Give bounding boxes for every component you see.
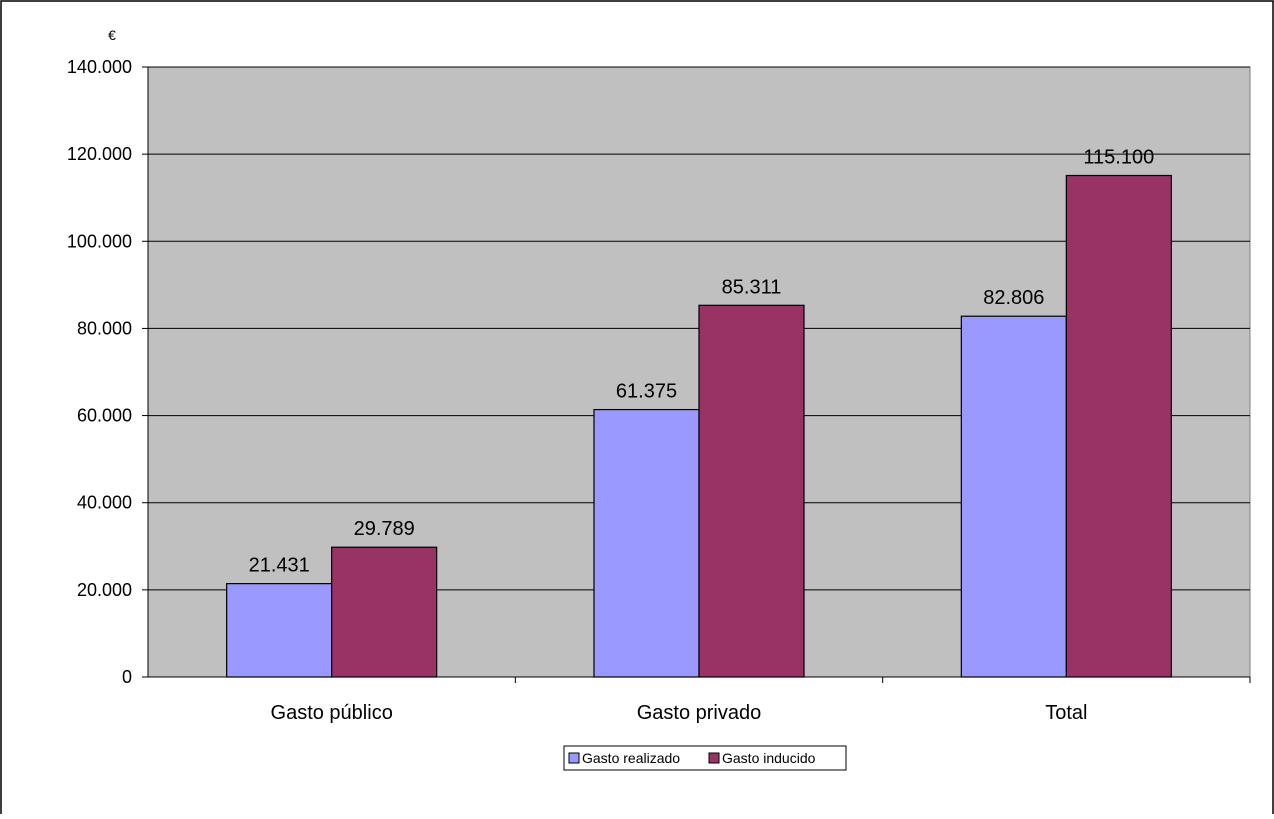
data-label: 82.806 [983,287,1044,309]
y-tick-label: 40.000 [77,493,132,513]
data-label: 115.100 [1083,146,1154,168]
data-label: 85.311 [722,276,782,298]
data-label: 21.431 [249,555,310,577]
legend: Gasto realizado Gasto inducido [563,745,847,771]
y-tick-label: 60.000 [77,406,132,426]
legend-swatch [568,752,580,764]
x-tick-label: Total [1045,702,1087,724]
legend-label: Gasto realizado [582,750,680,766]
legend-swatch [708,752,720,764]
bar [593,408,700,678]
y-tick-label: 100.000 [67,231,132,251]
y-tick-label: 80.000 [77,318,132,338]
bar [226,583,333,678]
plot-area: 0 20.000 40.000 60.000 80.000 100.000 120.000 1… [67,57,1251,724]
legend-box [563,745,847,771]
bar [1065,174,1172,678]
bar [698,304,805,678]
data-label: 29.789 [354,518,415,540]
data-label: 61.375 [616,381,677,403]
y-axis-unit-label: € [108,27,116,43]
y-tick-label: 140.000 [67,57,132,77]
legend-label: Gasto inducido [722,750,816,766]
x-tick-label: Gasto privado [637,702,762,724]
y-tick-label: 120.000 [67,144,132,164]
y-tick-label: 0 [122,667,132,687]
bar [960,315,1067,678]
x-tick-label: Gasto público [271,702,393,724]
y-tick-label: 20.000 [77,580,132,600]
bar [331,546,438,678]
